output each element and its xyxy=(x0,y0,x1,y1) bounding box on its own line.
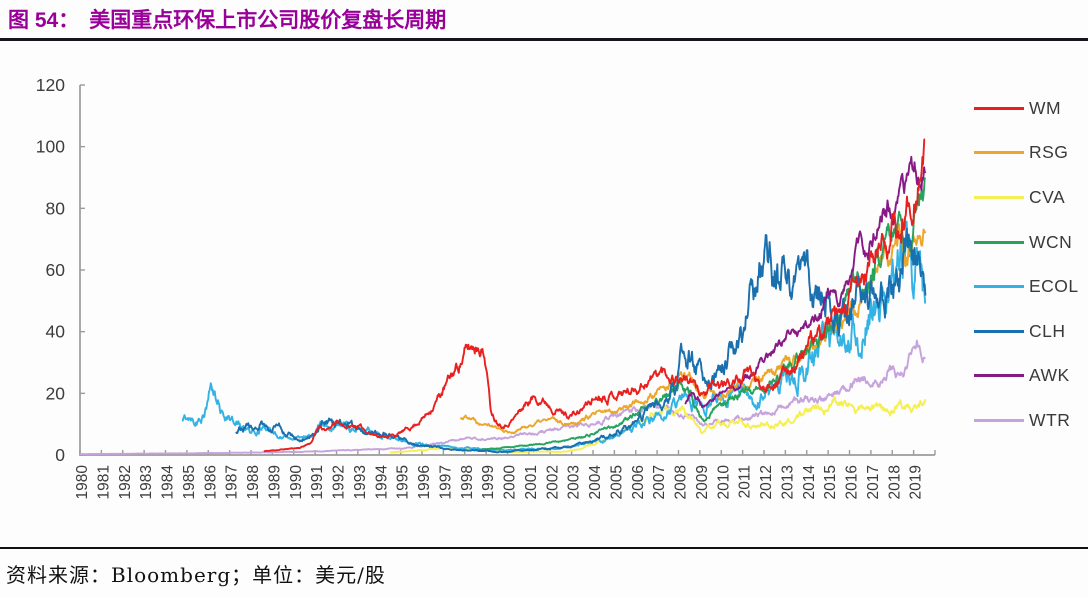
x-tick-label: 1994 xyxy=(373,465,390,500)
legend-item-awk: AWK xyxy=(974,354,1086,399)
legend-item-clh: CLH xyxy=(974,309,1086,354)
legend-swatch-ecol xyxy=(974,285,1024,289)
x-tick-label: 1983 xyxy=(138,465,155,499)
figure-number-label: 图 54： xyxy=(8,9,80,32)
x-tick-label: 1995 xyxy=(395,465,412,499)
legend-swatch-rsg xyxy=(974,151,1024,155)
y-tick-label: 0 xyxy=(55,445,65,465)
x-tick-label: 2010 xyxy=(715,465,732,500)
x-tick-label: 2004 xyxy=(587,465,604,500)
x-tick-label: 2009 xyxy=(694,465,711,499)
x-tick-label: 1989 xyxy=(266,465,283,499)
x-tick-label: 1996 xyxy=(416,465,433,499)
chart-legend: WM RSG CVA WCN ECOL CLH AWK WTR xyxy=(974,86,1086,443)
legend-label: WM xyxy=(1029,97,1062,118)
legend-swatch-clh xyxy=(974,329,1024,333)
x-tick-label: 2014 xyxy=(801,465,818,500)
y-tick-label: 80 xyxy=(46,198,66,218)
y-tick-label: 40 xyxy=(46,322,66,342)
x-tick-label: 1985 xyxy=(181,465,198,499)
x-tick-label: 1984 xyxy=(160,465,177,500)
x-tick-label: 1988 xyxy=(245,465,262,499)
x-tick-label: 2012 xyxy=(758,465,775,499)
x-tick-label: 2011 xyxy=(737,465,754,498)
x-tick-label: 2016 xyxy=(844,465,861,499)
legend-item-wm: WM xyxy=(974,86,1086,131)
x-tick-label: 2015 xyxy=(822,465,839,499)
legend-label: ECOL xyxy=(1029,276,1079,297)
x-tick-label: 2005 xyxy=(608,465,625,499)
legend-label: RSG xyxy=(1029,142,1069,163)
x-tick-label: 2002 xyxy=(544,465,561,499)
legend-swatch-wcn xyxy=(974,240,1024,244)
x-tick-label: 1982 xyxy=(117,465,134,499)
legend-swatch-wm xyxy=(974,106,1024,110)
legend-label: WTR xyxy=(1029,409,1071,430)
x-tick-label: 1998 xyxy=(459,465,476,499)
legend-swatch-cva xyxy=(974,195,1024,199)
x-tick-label: 1980 xyxy=(74,465,91,500)
legend-item-wcn: WCN xyxy=(974,220,1086,265)
y-tick-label: 60 xyxy=(46,260,66,280)
x-tick-label: 1987 xyxy=(224,465,241,499)
x-tick-label: 2003 xyxy=(566,465,583,499)
series-line-ECOL xyxy=(181,220,927,452)
legend-item-wtr: WTR xyxy=(974,398,1086,443)
x-tick-label: 1991 xyxy=(309,465,326,499)
x-tick-label: 2018 xyxy=(886,465,903,499)
legend-label: CLH xyxy=(1029,320,1066,341)
series-line-CLH xyxy=(235,227,927,454)
x-tick-label: 2008 xyxy=(673,465,690,499)
legend-item-rsg: RSG xyxy=(974,131,1086,176)
figure-title-text: 美国重点环保上市公司股价复盘长周期 xyxy=(89,7,447,32)
x-tick-label: 1999 xyxy=(480,465,497,499)
series-line-AWK xyxy=(684,155,927,409)
x-tick-label: 2019 xyxy=(908,465,925,499)
x-tick-label: 2000 xyxy=(502,465,519,500)
x-tick-label: 1990 xyxy=(288,465,305,500)
figure-title: 图 54： 美国重点环保上市公司股价复盘长周期 xyxy=(8,5,1080,36)
legend-label: AWK xyxy=(1029,365,1070,386)
y-tick-label: 20 xyxy=(46,383,66,403)
x-tick-label: 1993 xyxy=(352,465,369,499)
legend-swatch-awk xyxy=(974,374,1024,378)
x-tick-label: 1997 xyxy=(437,465,454,499)
title-underline xyxy=(0,38,1088,41)
y-tick-label: 100 xyxy=(36,137,65,157)
x-tick-label: 2006 xyxy=(630,465,647,499)
x-tick-label: 1992 xyxy=(331,465,348,499)
x-tick-label: 2017 xyxy=(865,465,882,499)
y-tick-label: 120 xyxy=(36,75,65,95)
legend-item-cva: CVA xyxy=(974,175,1086,220)
x-tick-label: 1981 xyxy=(95,465,112,499)
x-tick-label: 1986 xyxy=(202,465,219,499)
legend-label: WCN xyxy=(1029,231,1073,252)
x-tick-label: 2007 xyxy=(651,465,668,499)
source-note-text: 资料来源：Bloomberg；单位：美元/股 xyxy=(6,563,386,587)
source-note: 资料来源：Bloomberg；单位：美元/股 xyxy=(0,547,1088,597)
legend-label: CVA xyxy=(1029,186,1066,207)
x-tick-label: 2001 xyxy=(523,465,540,499)
x-tick-label: 2013 xyxy=(779,465,796,499)
series-line-WM xyxy=(263,138,926,453)
legend-item-ecol: ECOL xyxy=(974,264,1086,309)
series-line-WTR xyxy=(79,339,926,456)
legend-swatch-wtr xyxy=(974,418,1024,422)
